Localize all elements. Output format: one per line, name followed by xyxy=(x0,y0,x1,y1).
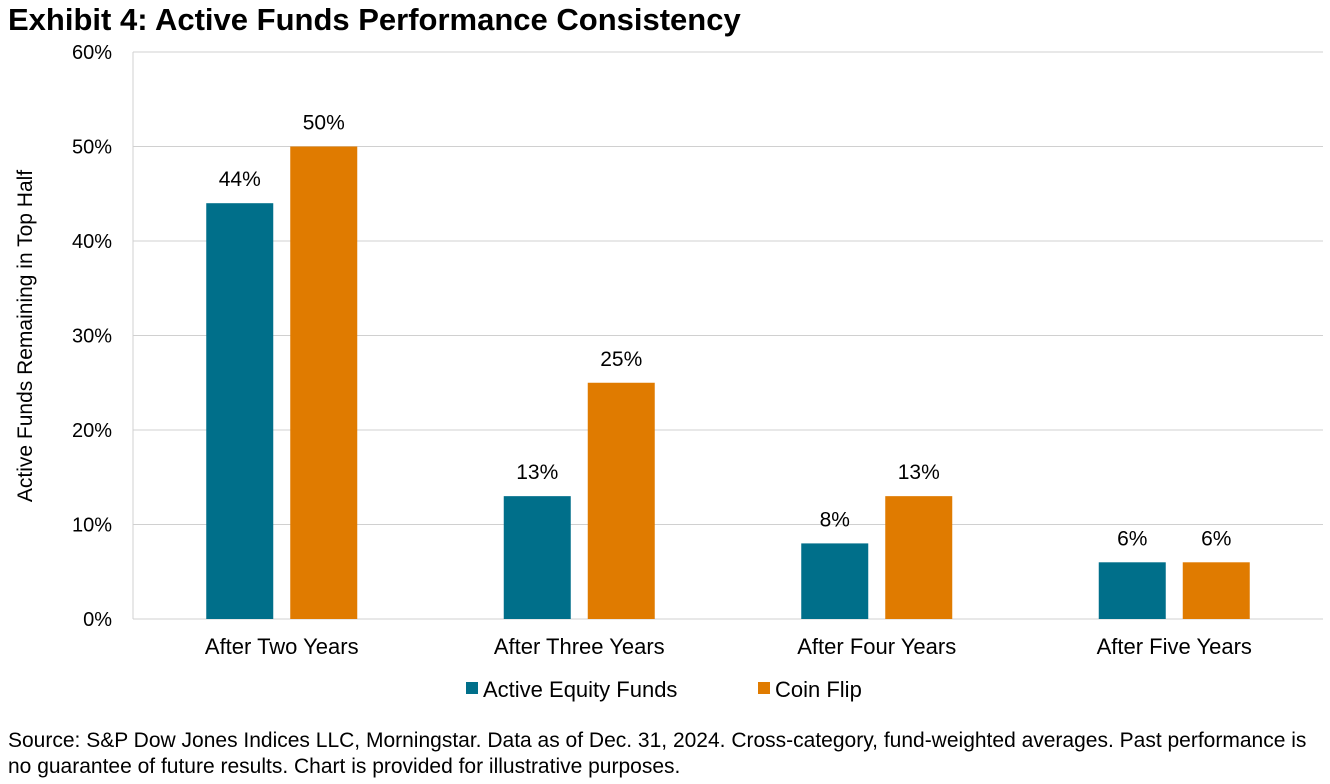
x-tick-label: After Three Years xyxy=(494,634,665,659)
y-axis-ticks: 0% 10% 20% 30% 40% 50% 60% xyxy=(72,42,112,631)
legend-label: Active Equity Funds xyxy=(483,677,677,702)
y-tick-label: 20% xyxy=(72,420,112,442)
bar-chart: 0% 10% 20% 30% 40% 50% 60% Active Funds Remain… xyxy=(14,42,1323,702)
y-axis-label: Active Funds Remaining in Top Half xyxy=(14,170,37,502)
data-label: 6% xyxy=(1201,527,1231,550)
x-tick-label: After Two Years xyxy=(205,634,359,659)
bar-coin-flip xyxy=(885,496,953,619)
data-label: 13% xyxy=(516,461,558,484)
data-label: 6% xyxy=(1117,527,1147,550)
bars: 44% 50% 13% 25% 8% 13% 6% 6% xyxy=(206,112,1250,619)
y-tick-label: 40% xyxy=(72,231,112,253)
y-tick-label: 10% xyxy=(72,515,112,537)
source-note: Source: S&P Dow Jones Indices LLC, Morni… xyxy=(8,729,1307,778)
x-tick-label: After Four Years xyxy=(797,634,956,659)
data-label: 50% xyxy=(303,112,345,135)
bar-active-equity xyxy=(206,203,274,619)
legend-label: Coin Flip xyxy=(775,677,862,702)
bar-coin-flip xyxy=(587,382,655,619)
y-tick-label: 0% xyxy=(83,609,112,631)
data-label: 13% xyxy=(898,461,940,484)
bar-coin-flip xyxy=(1182,562,1250,619)
data-label: 44% xyxy=(219,168,261,191)
legend: Active Equity Funds Coin Flip xyxy=(466,677,862,702)
bar-active-equity xyxy=(1098,562,1166,619)
bar-active-equity xyxy=(503,496,571,619)
chart-title: Exhibit 4: Active Funds Performance Cons… xyxy=(8,2,741,37)
data-label: 25% xyxy=(600,348,642,371)
legend-swatch xyxy=(466,682,478,694)
x-tick-label: After Five Years xyxy=(1097,634,1252,659)
bar-active-equity xyxy=(801,543,869,619)
data-label: 8% xyxy=(820,508,850,531)
bar-coin-flip xyxy=(290,146,358,619)
y-tick-label: 30% xyxy=(72,326,112,348)
x-axis-ticks: After Two Years After Three Years After Fo… xyxy=(205,634,1252,659)
y-tick-label: 50% xyxy=(72,137,112,159)
y-tick-label: 60% xyxy=(72,42,112,64)
legend-swatch xyxy=(758,682,770,694)
